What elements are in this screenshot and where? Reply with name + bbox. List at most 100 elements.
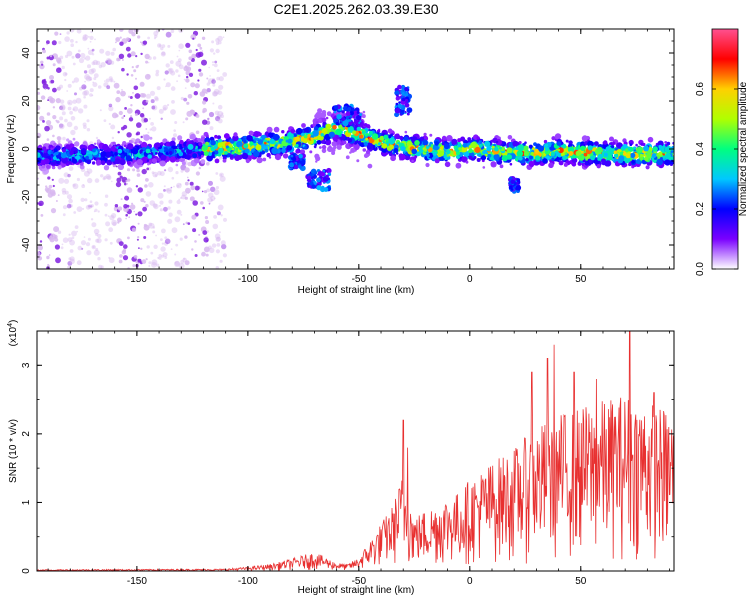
heatmap-cell — [51, 165, 56, 170]
heatmap-cell — [617, 158, 624, 164]
heatmap-cell — [78, 159, 83, 164]
heatmap-speckle — [85, 204, 91, 210]
heatmap-cell — [544, 147, 549, 152]
heatmap-speckle — [131, 32, 136, 37]
heatmap-speckle — [217, 104, 223, 110]
x-tick-label: 50 — [575, 576, 587, 587]
heatmap-cell — [287, 138, 293, 144]
heatmap-speckle — [191, 248, 194, 251]
heatmap-speckle — [216, 76, 220, 81]
heatmap-speckle — [56, 67, 62, 73]
heatmap-speckle — [67, 265, 71, 269]
heatmap-cell — [187, 143, 194, 150]
heatmap-cell — [342, 140, 347, 145]
heatmap-speckle — [160, 46, 164, 51]
heatmap-speckle — [144, 73, 151, 80]
heatmap-speckle — [59, 33, 62, 35]
heatmap-speckle — [104, 213, 108, 217]
heatmap-cell — [550, 151, 555, 157]
heatmap-speckle — [117, 171, 122, 176]
heatmap-speckle — [184, 87, 187, 89]
heatmap-cell — [571, 157, 578, 164]
heatmap-speckle — [191, 53, 197, 59]
heatmap-speckle — [141, 259, 147, 264]
heatmap-cell — [110, 146, 116, 152]
heatmap-cell — [359, 113, 363, 116]
snr-frame — [36, 330, 675, 572]
heatmap-speckle — [116, 57, 120, 62]
heatmap-speckle — [127, 95, 131, 99]
heatmap-speckle — [134, 93, 141, 99]
heatmap-speckle — [111, 180, 113, 183]
heatmap-speckle — [63, 178, 70, 184]
heatmap-cell — [147, 162, 150, 166]
heatmap-cell — [423, 148, 428, 152]
heatmap-speckle — [72, 99, 77, 104]
heatmap-speckle — [194, 240, 197, 243]
heatmap-cell — [564, 152, 568, 155]
heatmap-cell — [378, 146, 382, 150]
heatmap-cell — [289, 162, 295, 168]
heatmap-speckle — [198, 68, 202, 72]
colorbar-tick-label: 0.4 — [695, 142, 706, 156]
heatmap-cell — [192, 153, 198, 159]
heatmap-cell — [244, 148, 250, 154]
heatmap-speckle — [105, 78, 110, 83]
heatmap-cell — [465, 160, 469, 164]
heatmap-cell — [557, 159, 560, 162]
heatmap-cell — [314, 143, 318, 147]
heatmap-cell — [367, 163, 373, 169]
heatmap-cell — [206, 134, 209, 137]
heatmap-speckle — [42, 120, 45, 123]
heatmap-speckle — [220, 240, 226, 246]
heatmap-cell — [398, 153, 404, 159]
heatmap-speckle — [167, 103, 170, 107]
heatmap-cell — [644, 156, 649, 162]
heatmap-speckle — [145, 191, 152, 197]
heatmap-speckle — [67, 237, 73, 243]
heatmap-cell — [211, 151, 215, 155]
heatmap-cell — [242, 137, 246, 142]
heatmap-speckle — [92, 245, 95, 249]
heatmap-cell — [548, 162, 554, 169]
heatmap-speckle — [210, 195, 216, 201]
heatmap-speckle — [130, 51, 136, 57]
heatmap-cell — [379, 135, 385, 141]
heatmap-speckle — [91, 48, 95, 52]
heatmap-speckle — [77, 108, 84, 114]
heatmap-cell — [208, 147, 211, 151]
heatmap-speckle — [189, 196, 195, 202]
heatmap-cell — [498, 146, 502, 150]
heatmap-speckle — [121, 250, 127, 255]
heatmap-speckle — [81, 184, 86, 189]
heatmap-speckle — [88, 68, 95, 75]
heatmap-speckle — [212, 223, 219, 230]
heatmap-cell — [299, 158, 303, 161]
heatmap-speckle — [179, 183, 182, 186]
heatmap-cell — [222, 158, 227, 163]
heatmap-speckle — [211, 61, 215, 64]
heatmap-speckle — [122, 255, 129, 261]
heatmap-cell — [325, 139, 332, 146]
heatmap-speckle — [176, 80, 179, 83]
heatmap-speckle — [108, 256, 111, 259]
heatmap-speckle — [218, 231, 221, 234]
heatmap-cell — [353, 143, 360, 151]
heatmap-speckle — [89, 93, 93, 97]
heatmap-speckle — [153, 37, 157, 40]
heatmap-speckle — [121, 89, 123, 91]
heatmap-cell — [457, 144, 462, 148]
heatmap-speckle — [222, 36, 225, 38]
heatmap-cell — [484, 140, 491, 147]
heatmap-speckle — [73, 77, 80, 83]
heatmap-cell — [316, 185, 322, 191]
heatmap-speckle — [193, 91, 198, 96]
heatmap-cell — [321, 172, 326, 177]
heatmap-speckle — [104, 202, 108, 207]
heatmap-speckle — [148, 222, 155, 229]
heatmap-speckle — [174, 260, 180, 266]
heatmap-cell — [482, 166, 486, 169]
heatmap-speckle — [213, 189, 220, 196]
heatmap-speckle — [93, 210, 96, 213]
heatmap-cell — [87, 144, 94, 151]
